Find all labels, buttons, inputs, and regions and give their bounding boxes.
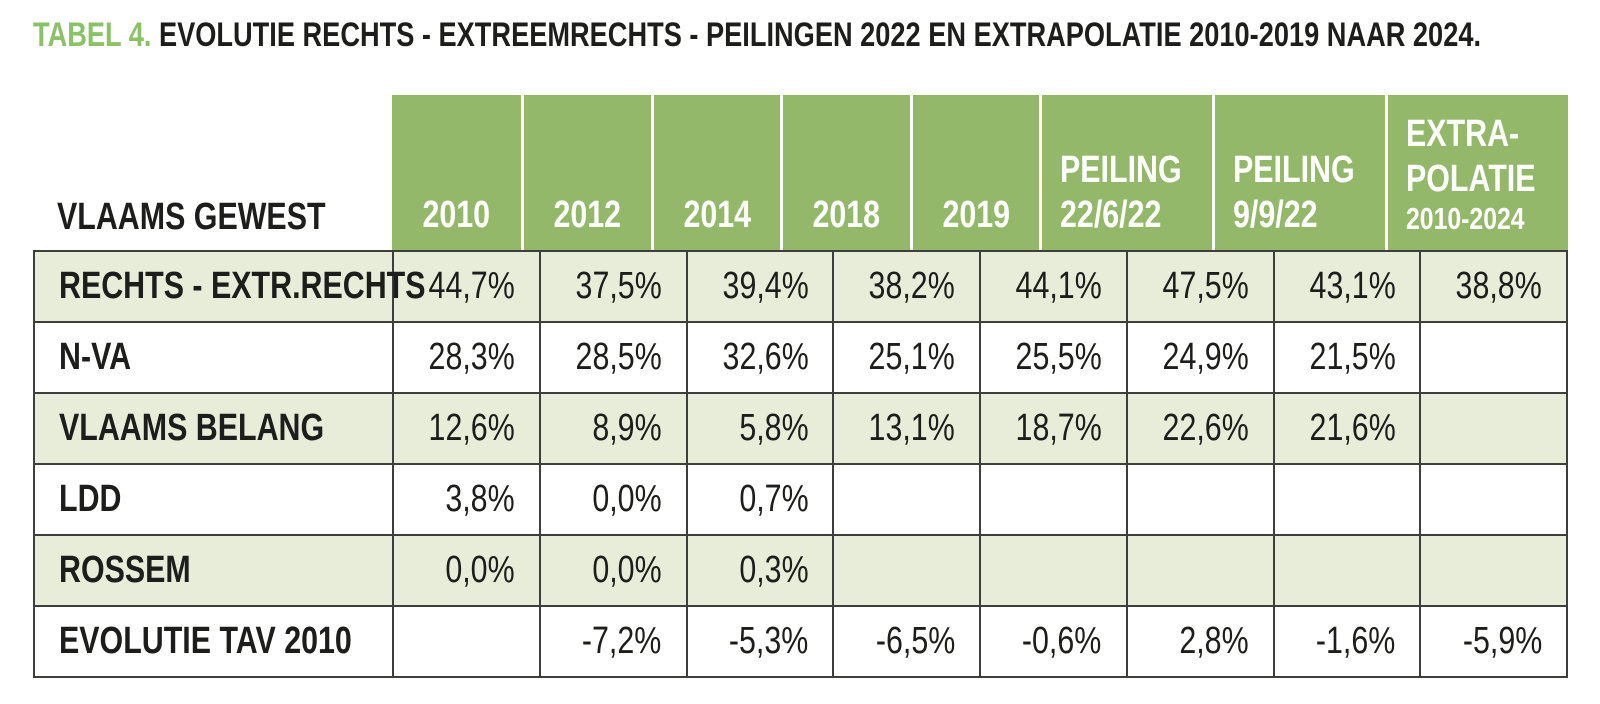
column-header-line: 2014 — [683, 194, 751, 237]
column-header-line: 9/9/22 — [1233, 194, 1318, 237]
column-header-7: EXTRA- POLATIE 2010-2024 — [1385, 95, 1568, 250]
data-cell: -6,5% — [834, 607, 981, 678]
data-cell: 13,1% — [834, 394, 981, 465]
data-cell: 38,2% — [834, 252, 981, 323]
data-cell: 47,5% — [1127, 252, 1275, 323]
data-cell — [1274, 536, 1422, 607]
data-cell: 25,5% — [981, 323, 1128, 394]
column-header-line: 2012 — [553, 194, 622, 237]
data-cell: 28,3% — [394, 323, 541, 394]
data-cell — [981, 536, 1128, 607]
column-header-5: PEILING 22/6/22 — [1039, 95, 1213, 250]
data-cell: 0,0% — [540, 536, 688, 607]
data-cell — [1127, 536, 1275, 607]
data-cell: -5,9% — [1421, 607, 1568, 678]
data-cell — [1274, 465, 1422, 536]
data-cell: 21,5% — [1274, 323, 1422, 394]
data-cell: 0,0% — [394, 536, 541, 607]
data-cell: -0,6% — [981, 607, 1128, 678]
data-cell: 28,5% — [540, 323, 688, 394]
corner-header-label: VLAAMS GEWEST — [57, 196, 326, 239]
table-body: RECHTS - EXTR.RECHTS 44,7% 37,5% 39,4% 38,2%… — [33, 250, 1568, 678]
data-cell: 25,1% — [834, 323, 981, 394]
data-cell: -7,2% — [540, 607, 688, 678]
data-cell: 8,9% — [540, 394, 688, 465]
data-cell: 0,7% — [687, 465, 835, 536]
data-cell: 21,6% — [1274, 394, 1422, 465]
data-cell: -5,3% — [687, 607, 835, 678]
data-cell: 24,9% — [1127, 323, 1275, 394]
row-label: RECHTS - EXTR.RECHTS — [35, 252, 426, 323]
row-label: N-VA — [35, 323, 394, 394]
data-cell: 38,8% — [1421, 252, 1568, 323]
data-cell — [394, 607, 541, 678]
row-label: LDD — [35, 465, 394, 536]
data-cell: 12,6% — [394, 394, 541, 465]
row-label: EVOLUTIE TAV 2010 — [35, 607, 394, 678]
data-cell: 5,8% — [687, 394, 835, 465]
column-header-line: POLATIE — [1406, 157, 1536, 200]
data-cell — [981, 465, 1128, 536]
data-cell: 32,6% — [687, 323, 835, 394]
data-cell — [1421, 323, 1568, 394]
column-header-line: 2010 — [422, 194, 491, 237]
data-cell: 44,1% — [981, 252, 1128, 323]
data-cell: 43,1% — [1274, 252, 1422, 323]
data-cell: 0,0% — [540, 465, 688, 536]
column-header-line: 2018 — [812, 194, 881, 237]
column-header-6: PEILING 9/9/22 — [1212, 95, 1386, 250]
data-cell: -1,6% — [1274, 607, 1422, 678]
column-header-line: 22/6/22 — [1060, 194, 1162, 237]
data-cell — [834, 465, 981, 536]
data-cell: 18,7% — [981, 394, 1128, 465]
column-header-1: 2012 — [521, 95, 651, 250]
row-label: ROSSEM — [35, 536, 394, 607]
column-header-line: PEILING — [1060, 149, 1182, 192]
data-cell: 39,4% — [687, 252, 835, 323]
data-cell: 0,3% — [687, 536, 835, 607]
column-header-line: EXTRA- — [1406, 112, 1520, 155]
column-header-3: 2018 — [780, 95, 910, 250]
column-header-line: PEILING — [1233, 149, 1355, 192]
data-cell: 22,6% — [1127, 394, 1275, 465]
data-cell: 2,8% — [1127, 607, 1275, 678]
row-label: VLAAMS BELANG — [35, 394, 394, 465]
column-header-2: 2014 — [650, 95, 781, 250]
data-cell: 37,5% — [540, 252, 688, 323]
table-number-label: TABEL 4. — [33, 16, 152, 54]
data-cell — [834, 536, 981, 607]
data-cell: 44,7% — [394, 252, 541, 323]
page-title: TABEL 4. EVOLUTIE RECHTS - EXTREEMRECHTS… — [33, 16, 1600, 58]
data-cell — [1421, 465, 1568, 536]
data-cell — [1127, 465, 1275, 536]
table-title-text: EVOLUTIE RECHTS - EXTREEMRECHTS - PEILIN… — [151, 16, 1481, 54]
data-cell — [1421, 394, 1568, 465]
column-header-4: 2019 — [909, 95, 1040, 250]
header-row: VLAAMS GEWEST 2010 2012 2014 2018 2019 PEILIN… — [33, 95, 1568, 250]
column-header-line: 2010-2024 — [1406, 201, 1525, 237]
corner-header-cell: VLAAMS GEWEST — [33, 95, 392, 250]
data-cell — [1421, 536, 1568, 607]
column-header-line: 2019 — [942, 194, 1010, 237]
data-table: VLAAMS GEWEST 2010 2012 2014 2018 2019 PEILIN… — [33, 95, 1568, 678]
column-header-0: 2010 — [392, 95, 522, 250]
data-cell: 3,8% — [394, 465, 541, 536]
